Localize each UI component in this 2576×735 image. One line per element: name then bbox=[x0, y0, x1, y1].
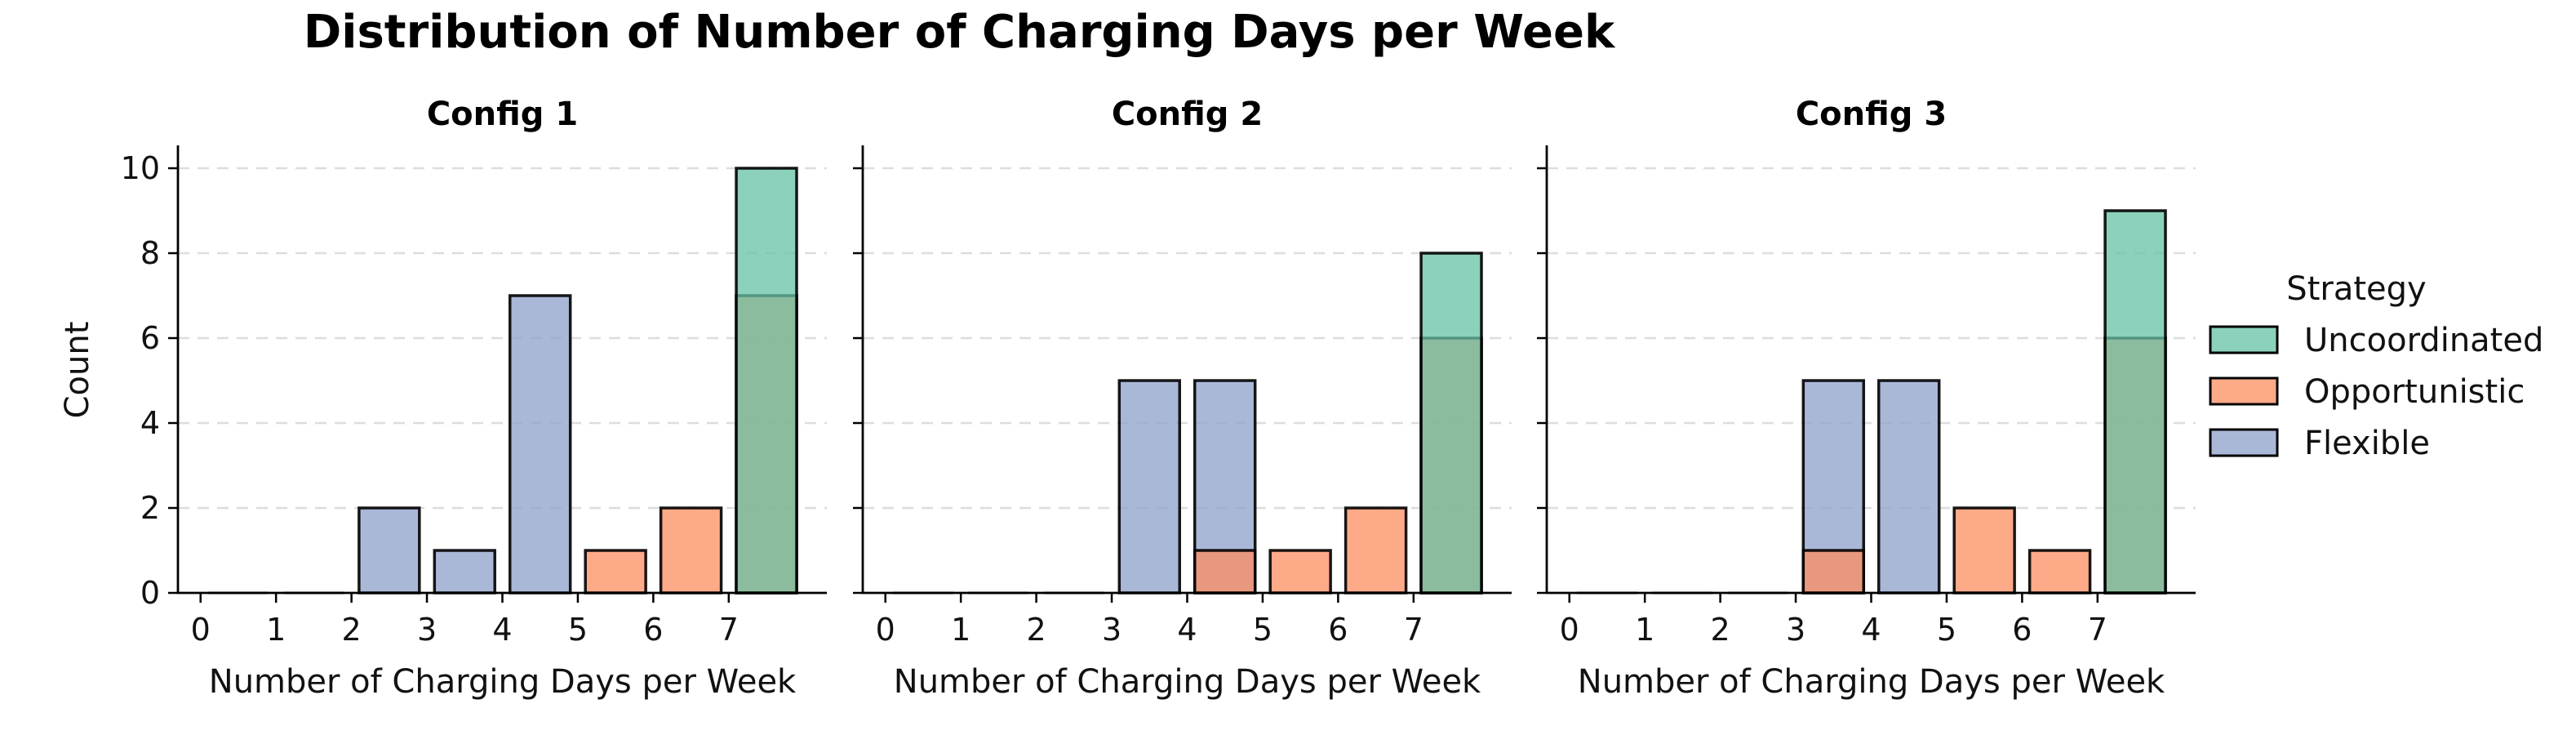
legend-swatch bbox=[2209, 376, 2279, 406]
x-axis-label: Number of Charging Days per Week bbox=[209, 663, 797, 701]
x-tick-label: 4 bbox=[1177, 612, 1197, 648]
x-tick-label: 5 bbox=[568, 612, 588, 648]
x-tick-label: 0 bbox=[876, 612, 895, 648]
bar-flexible bbox=[433, 549, 497, 595]
subplot-1: 0 2 4 6 8 10 0 1 2 3 4 5 6 7 Config 1 Number of Chargin… bbox=[59, 96, 827, 701]
legend-swatch bbox=[2209, 428, 2279, 457]
x-tick-label: 0 bbox=[191, 612, 211, 648]
chart-title: Distribution of Number of Charging Days … bbox=[304, 6, 1616, 59]
x-tick-label: 5 bbox=[1937, 612, 1956, 648]
legend-label: Uncoordinated bbox=[2304, 322, 2543, 359]
y-tick-label: 0 bbox=[140, 575, 160, 611]
subplot-title: Config 2 bbox=[1112, 96, 1263, 133]
y-tick-label: 6 bbox=[140, 320, 160, 356]
x-axis-label: Number of Charging Days per Week bbox=[894, 663, 1481, 701]
x-tick-label: 4 bbox=[492, 612, 512, 648]
x-tick-label: 1 bbox=[1635, 612, 1654, 648]
legend-item-opportunistic: Opportunistic bbox=[2209, 373, 2525, 411]
y-axis-label: Count bbox=[59, 322, 96, 419]
subplot-title: Config 3 bbox=[1796, 96, 1947, 133]
x-tick-label: 7 bbox=[1404, 612, 1423, 648]
x-tick-label: 3 bbox=[417, 612, 437, 648]
legend-label: Flexible bbox=[2304, 425, 2430, 462]
bar-flexible bbox=[508, 294, 572, 595]
bar-uncoordinated bbox=[1419, 252, 1483, 595]
bar-flexible bbox=[358, 506, 421, 595]
x-tick-label: 6 bbox=[643, 612, 663, 648]
legend-item-flexible: Flexible bbox=[2209, 425, 2430, 462]
legend: Strategy Uncoordinated Opportunistic Flexib… bbox=[2209, 270, 2543, 462]
bar-opportunistic bbox=[2027, 549, 2092, 595]
bar-uncoordinated bbox=[735, 167, 798, 595]
bar-flexible bbox=[1117, 379, 1182, 595]
x-tick-label: 1 bbox=[266, 612, 286, 648]
bar-opportunistic bbox=[1268, 549, 1332, 595]
y-tick-label: 2 bbox=[140, 490, 160, 526]
x-tick-label: 2 bbox=[1027, 612, 1046, 648]
x-tick-label: 2 bbox=[1711, 612, 1730, 648]
legend-item-uncoordinated: Uncoordinated bbox=[2209, 322, 2543, 359]
x-tick-label: 5 bbox=[1253, 612, 1272, 648]
bar-opportunistic bbox=[1344, 506, 1408, 595]
x-tick-label: 3 bbox=[1102, 612, 1121, 648]
legend-title: Strategy bbox=[2286, 270, 2426, 308]
x-tick-label: 1 bbox=[951, 612, 970, 648]
bar-opportunistic bbox=[659, 506, 723, 595]
bar-opportunistic bbox=[1193, 549, 1257, 595]
y-tick-label: 8 bbox=[140, 235, 160, 271]
bar-opportunistic bbox=[1801, 549, 1866, 595]
x-tick-label: 4 bbox=[1861, 612, 1881, 648]
x-tick-label: 7 bbox=[719, 612, 739, 648]
x-tick-label: 2 bbox=[342, 612, 362, 648]
x-tick-label: 6 bbox=[2012, 612, 2032, 648]
bar-flexible bbox=[1876, 379, 1941, 595]
x-tick-label: 0 bbox=[1560, 612, 1579, 648]
legend-swatch bbox=[2209, 325, 2279, 354]
y-tick-label: 10 bbox=[121, 150, 160, 186]
legend-label: Opportunistic bbox=[2304, 373, 2525, 411]
bar-opportunistic bbox=[584, 549, 647, 595]
bar-uncoordinated bbox=[2103, 209, 2167, 595]
subplot-3: 0 1 2 3 4 5 6 7 Config 3 Number of Charging Days … bbox=[1537, 96, 2196, 701]
x-tick-label: 6 bbox=[1328, 612, 1348, 648]
x-tick-label: 3 bbox=[1786, 612, 1805, 648]
y-tick-label: 4 bbox=[140, 405, 160, 441]
x-tick-label: 7 bbox=[2088, 612, 2107, 648]
x-axis-label: Number of Charging Days per Week bbox=[1578, 663, 2165, 701]
subplot-2: 0 1 2 3 4 5 6 7 Config 2 Number of Charging Days … bbox=[853, 96, 1512, 701]
bar-opportunistic bbox=[1952, 506, 2016, 595]
subplot-title: Config 1 bbox=[427, 96, 578, 133]
